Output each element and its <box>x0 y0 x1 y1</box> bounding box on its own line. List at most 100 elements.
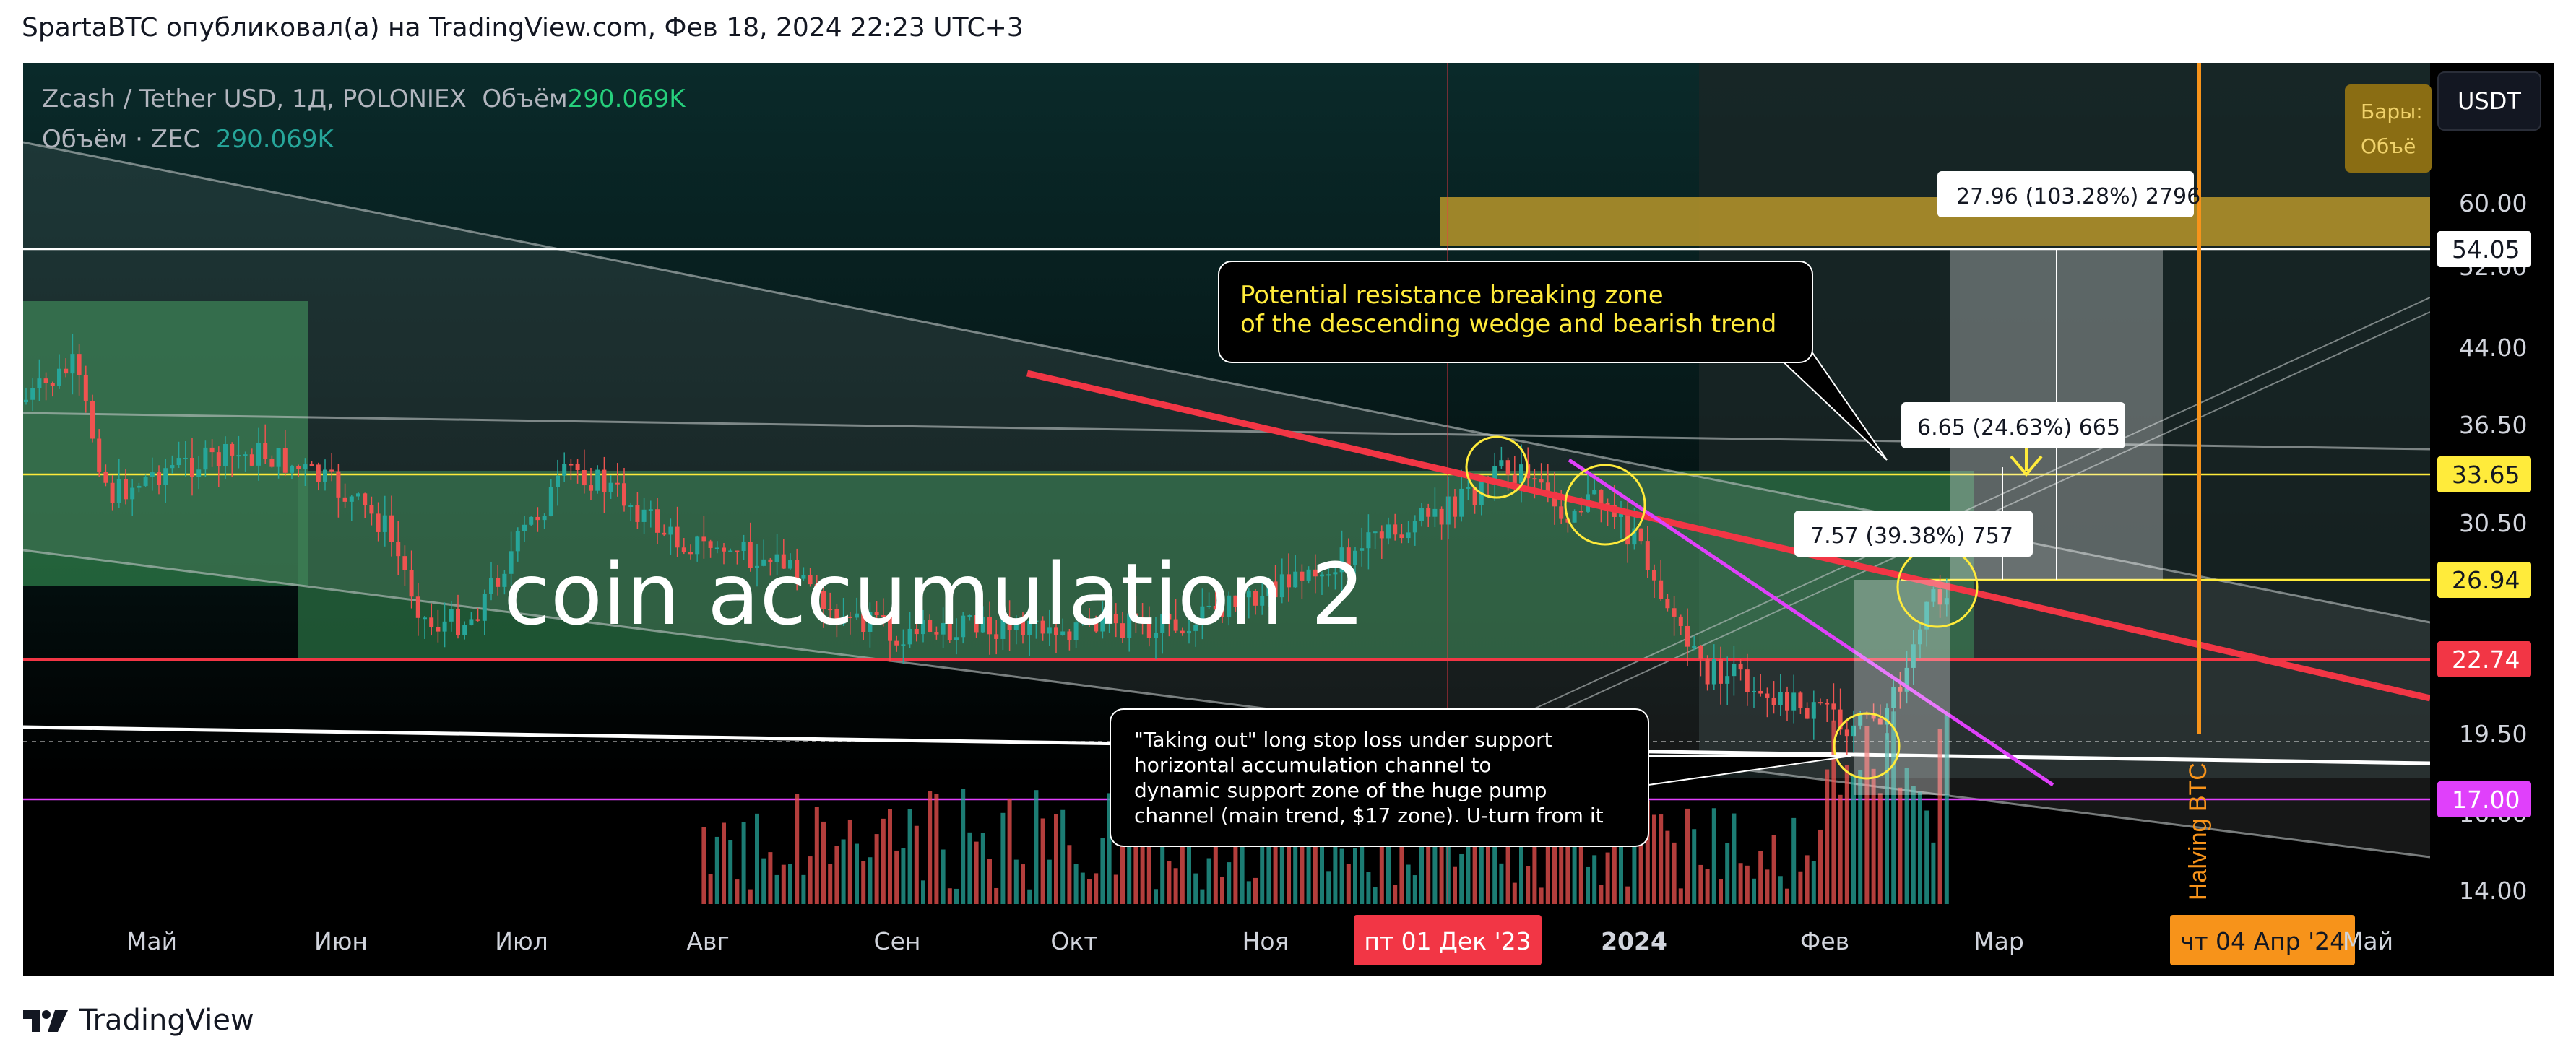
candle-body <box>163 468 168 485</box>
volume-bar <box>1844 765 1849 904</box>
support-callout[interactable] <box>1110 708 1649 847</box>
volume-bar <box>1885 733 1889 904</box>
candle-body <box>1160 614 1165 633</box>
volume-bar <box>1552 799 1557 904</box>
tradingview-logo[interactable]: TradingView <box>23 999 254 1042</box>
candle-body <box>323 469 327 482</box>
candle-body <box>90 401 95 439</box>
candle-body <box>1885 708 1889 725</box>
chart-area[interactable]: Halving BTC coin accumulation 2 Potentia… <box>23 63 2554 976</box>
candle-body <box>1040 620 1045 634</box>
candle-body <box>1738 664 1743 670</box>
candle-body <box>329 469 334 472</box>
volume-bar <box>928 791 933 904</box>
support-callout-line2: horizontal accumulation channel to <box>1134 753 1492 777</box>
volume-bar <box>1479 823 1484 904</box>
price-tick-label: 44.00 <box>2459 334 2527 362</box>
volume-bar <box>1665 830 1670 904</box>
volume-bar <box>1113 874 1118 904</box>
volume-bar <box>1705 869 1710 904</box>
candle-body <box>655 509 660 533</box>
volume-bar <box>1094 873 1099 904</box>
candle-body <box>103 472 108 483</box>
volume-bar <box>1193 873 1198 904</box>
volume-bar <box>1034 790 1039 904</box>
time-tick-label: 2024 <box>1601 927 1667 955</box>
volume-bar <box>1047 859 1052 904</box>
volume-bar <box>855 843 859 904</box>
volume-bar <box>1107 793 1112 904</box>
candle-body <box>249 454 254 466</box>
candle-body <box>974 615 979 633</box>
volume-bar <box>1645 800 1650 904</box>
volume-bar <box>1732 813 1737 904</box>
candle-body <box>907 628 912 645</box>
measure-label-3: 7.57 (39.38%) 757 <box>1794 511 2033 557</box>
volume-bar <box>961 789 966 904</box>
volume-bar <box>1765 869 1770 904</box>
candle-body <box>1293 571 1298 588</box>
volume-bar <box>1632 813 1637 904</box>
volume-bar <box>1791 817 1797 904</box>
volume-bar <box>1818 829 1823 904</box>
chart-svg[interactable]: Halving BTC coin accumulation 2 Potentia… <box>23 63 2554 976</box>
resistance-callout[interactable] <box>1218 261 1813 363</box>
candle-body <box>1220 609 1224 617</box>
candle-body <box>130 487 135 500</box>
candle-body <box>602 469 607 492</box>
candle-body <box>429 617 434 627</box>
time-tick-label: Мар <box>1974 927 2024 955</box>
time-axis[interactable] <box>23 904 2430 976</box>
volume-bar <box>1453 866 1457 904</box>
candle-body <box>1193 625 1198 631</box>
volume-bar <box>1220 877 1224 904</box>
price-badge <box>2437 641 2531 677</box>
volume-bar <box>1586 866 1590 904</box>
volume-bar <box>1545 807 1550 904</box>
candle-body <box>1366 532 1371 549</box>
time-ticks: Май Июн Июл Авг Сен Окт Ноя пт 01 Дек '23 2024 Фе… <box>126 915 2393 965</box>
volume-bar <box>1678 888 1683 904</box>
volume-bar <box>814 807 819 904</box>
candle-body <box>1732 664 1737 677</box>
candle-body <box>921 620 925 635</box>
volume-bar <box>1320 795 1324 904</box>
bars-panel[interactable]: Бары: Объё <box>2345 84 2432 173</box>
candle-body <box>628 505 634 508</box>
volume-bar <box>1353 848 1357 904</box>
volume-bar <box>1373 887 1378 904</box>
candle-body <box>442 621 447 632</box>
candle-body <box>808 575 813 585</box>
volume-bar <box>728 840 733 904</box>
volume-bar <box>1752 878 1756 904</box>
price-axis[interactable] <box>2430 63 2554 976</box>
candle-body <box>1871 714 1876 719</box>
candle-body <box>1831 703 1836 710</box>
candle-body <box>1844 729 1849 737</box>
candle-body <box>1678 616 1683 626</box>
volume-bar <box>1559 838 1564 904</box>
candle-body <box>475 619 480 621</box>
candle-body <box>1904 667 1909 692</box>
candle-body <box>1719 659 1723 684</box>
volume-bar <box>701 827 706 904</box>
candle-body <box>781 554 786 569</box>
candle-body <box>183 457 188 459</box>
volume-bar <box>795 794 800 904</box>
candle-body <box>276 448 281 467</box>
volume-bar <box>1638 812 1643 904</box>
volume-bar <box>1160 790 1165 904</box>
candle-body <box>469 619 474 625</box>
candle-body <box>1552 491 1557 507</box>
volume-bar <box>901 848 906 904</box>
volume-bar <box>1439 821 1444 904</box>
volume-bar <box>788 864 792 904</box>
currency-button[interactable]: USDT <box>2437 71 2541 131</box>
candle-body <box>1273 581 1278 598</box>
volume-bar <box>1605 852 1610 904</box>
candle-body <box>1798 692 1803 708</box>
volume-bar <box>1944 712 1949 904</box>
price-badges: 54.05 33.65 26.94 22.74 17.00 <box>2437 231 2531 817</box>
candle-body <box>382 515 387 532</box>
volume-bar <box>841 839 846 904</box>
